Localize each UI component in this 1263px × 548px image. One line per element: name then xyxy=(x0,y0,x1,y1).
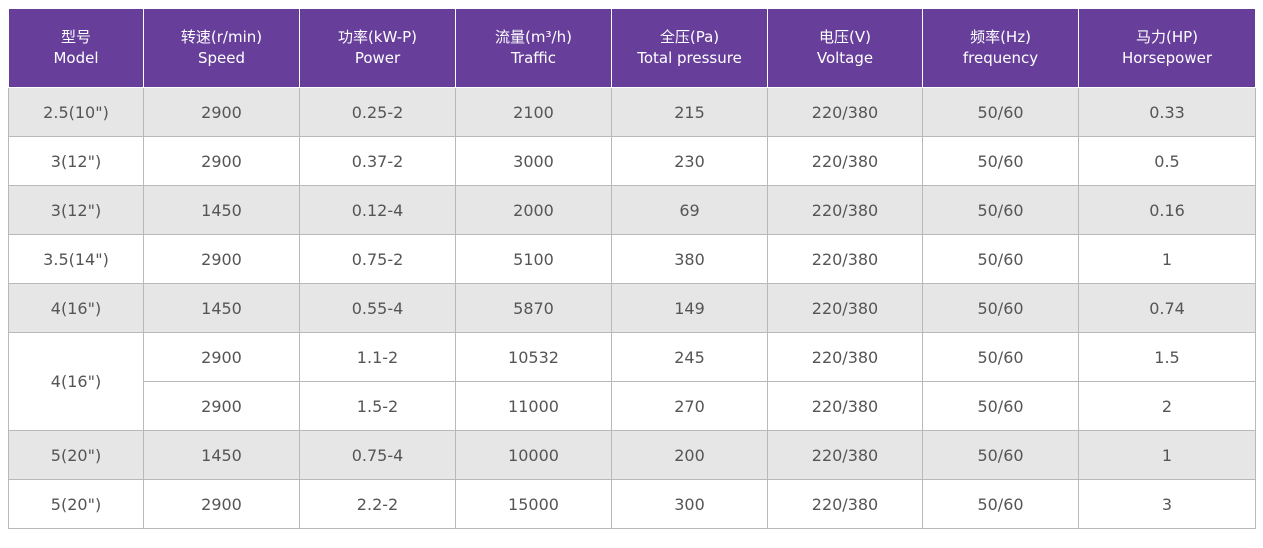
cell-model: 5(20") xyxy=(8,479,144,529)
header-power: 功率(kW-P) Power xyxy=(299,8,456,88)
cell-power: 1.1-2 xyxy=(299,332,456,382)
table-row: 3.5(14") 2900 0.75-2 5100 380 220/380 50… xyxy=(8,234,1256,284)
header-frequency: 频率(Hz) frequency xyxy=(922,8,1079,88)
cell-speed: 1450 xyxy=(143,430,300,480)
cell-horsepower: 1 xyxy=(1078,430,1256,480)
cell-pressure: 149 xyxy=(611,283,768,333)
table-row: 4(16") 2900 1.1-2 10532 245 220/380 50/6… xyxy=(8,332,1256,431)
header-total-pressure: 全压(Pa) Total pressure xyxy=(611,8,768,88)
cell-traffic: 2100 xyxy=(455,87,612,137)
cell-model: 3(12") xyxy=(8,136,144,186)
cell-frequency: 50/60 xyxy=(922,234,1079,284)
cell-traffic: 15000 xyxy=(455,479,612,529)
table-row: 2.5(10") 2900 0.25-2 2100 215 220/380 50… xyxy=(8,87,1256,137)
cell-frequency: 50/60 xyxy=(922,185,1079,235)
cell-voltage: 220/380 xyxy=(767,87,923,137)
header-horsepower: 马力(HP) Horsepower xyxy=(1078,8,1256,88)
cell-horsepower: 1.5 xyxy=(1078,332,1256,382)
cell-pressure: 270 xyxy=(611,381,768,431)
cell-voltage: 220/380 xyxy=(767,283,923,333)
cell-speed: 2900 xyxy=(143,136,300,186)
cell-pressure: 300 xyxy=(611,479,768,529)
header-voltage: 电压(V) Voltage xyxy=(767,8,923,88)
cell-power: 0.75-2 xyxy=(299,234,456,284)
cell-voltage: 220/380 xyxy=(767,479,923,529)
cell-voltage: 220/380 xyxy=(767,136,923,186)
cell-power: 0.25-2 xyxy=(299,87,456,137)
cell-speed: 2900 xyxy=(143,234,300,284)
cell-model: 3.5(14") xyxy=(8,234,144,284)
cell-traffic: 10000 xyxy=(455,430,612,480)
cell-power: 1.5-2 xyxy=(299,381,456,431)
cell-power: 0.37-2 xyxy=(299,136,456,186)
table-row: 2900 1.5-2 11000 270 220/380 50/60 2 xyxy=(9,381,1256,431)
cell-frequency: 50/60 xyxy=(922,479,1079,529)
cell-pressure: 230 xyxy=(611,136,768,186)
cell-pressure: 200 xyxy=(611,430,768,480)
cell-speed: 2900 xyxy=(143,87,300,137)
cell-voltage: 220/380 xyxy=(767,185,923,235)
cell-model: 2.5(10") xyxy=(8,87,144,137)
cell-power: 0.55-4 xyxy=(299,283,456,333)
cell-speed: 1450 xyxy=(143,185,300,235)
cell-horsepower: 0.5 xyxy=(1078,136,1256,186)
cell-horsepower: 0.33 xyxy=(1078,87,1256,137)
fan-spec-table: 型号 Model 转速(r/min) Speed 功率(kW-P) Power 流量(… xyxy=(8,8,1256,529)
cell-model: 3(12") xyxy=(8,185,144,235)
cell-voltage: 220/380 xyxy=(767,234,923,284)
cell-frequency: 50/60 xyxy=(922,87,1079,137)
cell-pressure: 380 xyxy=(611,234,768,284)
table-row: 5(20") 2900 2.2-2 15000 300 220/380 50/6… xyxy=(8,479,1256,529)
header-row: 型号 Model 转速(r/min) Speed 功率(kW-P) Power 流量(… xyxy=(8,8,1256,88)
cell-speed: 2900 xyxy=(143,332,300,382)
cell-horsepower: 0.74 xyxy=(1078,283,1256,333)
header-traffic: 流量(m³/h) Traffic xyxy=(455,8,612,88)
cell-traffic: 3000 xyxy=(455,136,612,186)
header-speed: 转速(r/min) Speed xyxy=(143,8,300,88)
cell-pressure: 245 xyxy=(611,332,768,382)
cell-voltage: 220/380 xyxy=(767,430,923,480)
cell-traffic: 5100 xyxy=(455,234,612,284)
header-model: 型号 Model xyxy=(8,8,144,88)
cell-speed: 1450 xyxy=(143,283,300,333)
table-row: 3(12") 1450 0.12-4 2000 69 220/380 50/60… xyxy=(8,185,1256,235)
cell-frequency: 50/60 xyxy=(922,381,1079,431)
cell-frequency: 50/60 xyxy=(922,332,1079,382)
cell-horsepower: 2 xyxy=(1078,381,1256,431)
cell-power: 0.75-4 xyxy=(299,430,456,480)
cell-horsepower: 3 xyxy=(1078,479,1256,529)
cell-model: 5(20") xyxy=(8,430,144,480)
table-row: 4(16") 1450 0.55-4 5870 149 220/380 50/6… xyxy=(8,283,1256,333)
cell-speed: 2900 xyxy=(143,381,300,431)
cell-model: 4(16") xyxy=(8,283,144,333)
cell-model: 4(16") xyxy=(8,332,144,431)
cell-frequency: 50/60 xyxy=(922,283,1079,333)
cell-traffic: 5870 xyxy=(455,283,612,333)
cell-power: 2.2-2 xyxy=(299,479,456,529)
cell-frequency: 50/60 xyxy=(922,136,1079,186)
table-row: 5(20") 1450 0.75-4 10000 200 220/380 50/… xyxy=(8,430,1256,480)
cell-traffic: 11000 xyxy=(455,381,612,431)
cell-voltage: 220/380 xyxy=(767,332,923,382)
cell-frequency: 50/60 xyxy=(922,430,1079,480)
cell-traffic: 10532 xyxy=(455,332,612,382)
cell-pressure: 215 xyxy=(611,87,768,137)
spec-table-container: 型号 Model 转速(r/min) Speed 功率(kW-P) Power 流量(… xyxy=(8,8,1256,529)
cell-voltage: 220/380 xyxy=(767,381,923,431)
cell-power: 0.12-4 xyxy=(299,185,456,235)
table-row: 3(12") 2900 0.37-2 3000 230 220/380 50/6… xyxy=(8,136,1256,186)
cell-horsepower: 1 xyxy=(1078,234,1256,284)
cell-pressure: 69 xyxy=(611,185,768,235)
cell-horsepower: 0.16 xyxy=(1078,185,1256,235)
cell-traffic: 2000 xyxy=(455,185,612,235)
cell-speed: 2900 xyxy=(143,479,300,529)
